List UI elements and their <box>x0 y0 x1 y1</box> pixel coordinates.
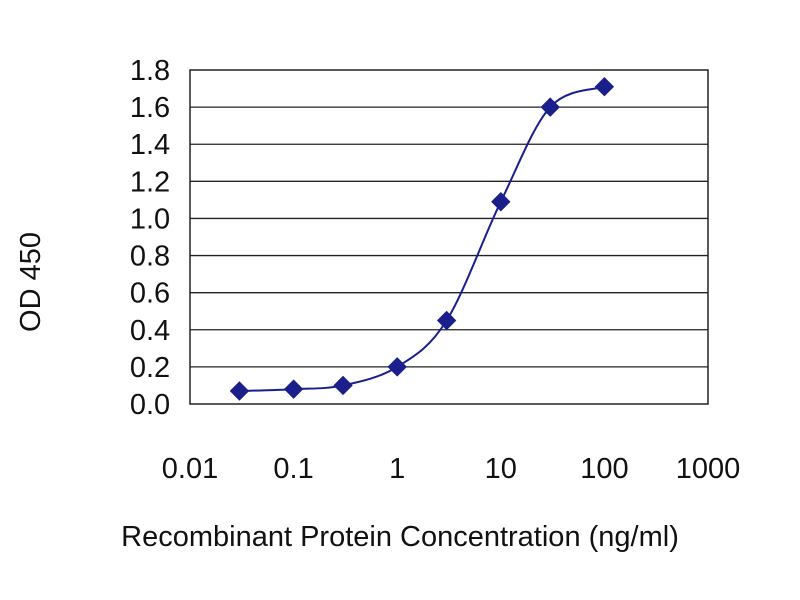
x-tick-label: 0.01 <box>162 453 218 485</box>
data-point-marker <box>436 310 457 331</box>
x-tick-label: 1000 <box>676 453 741 485</box>
plot-area <box>189 69 709 405</box>
data-point-marker <box>594 76 615 97</box>
y-tick-label: 1.6 <box>130 92 170 124</box>
y-tick-label: 0.8 <box>130 241 170 273</box>
x-axis-title: Recombinant Protein Concentration (ng/ml… <box>121 521 679 553</box>
data-point-marker <box>387 357 407 377</box>
data-point-marker <box>333 375 353 396</box>
x-tick-label: 10 <box>485 453 517 485</box>
y-tick-labels: 0.0 0.2 0.4 0.6 0.8 1.0 1.2 1.4 1.6 1.8 <box>130 55 170 421</box>
x-tick-label: 0.1 <box>273 453 313 485</box>
x-tick-label: 1 <box>389 453 405 485</box>
data-point-marker <box>229 381 250 401</box>
y-axis-title: OD 450 <box>15 232 47 332</box>
series-curve <box>239 85 605 392</box>
y-tick-label: 0.4 <box>130 315 170 347</box>
grid-lines <box>190 106 708 368</box>
y-tick-label: 0.2 <box>130 352 170 384</box>
data-point-marker <box>540 97 560 117</box>
x-tick-label: 100 <box>580 453 628 485</box>
y-tick-label: 0.0 <box>130 389 170 421</box>
y-tick-label: 1.0 <box>130 203 170 235</box>
data-point-marker <box>283 379 304 399</box>
series-line <box>239 85 605 392</box>
y-tick-label: 1.8 <box>130 55 170 87</box>
data-point-marker <box>491 192 511 212</box>
x-tick-labels: 0.01 0.1 1 10 100 1000 <box>162 453 740 485</box>
y-tick-label: 0.6 <box>130 278 170 310</box>
series-markers <box>229 76 615 401</box>
y-tick-label: 1.4 <box>130 129 170 161</box>
y-tick-label: 1.2 <box>130 166 170 198</box>
